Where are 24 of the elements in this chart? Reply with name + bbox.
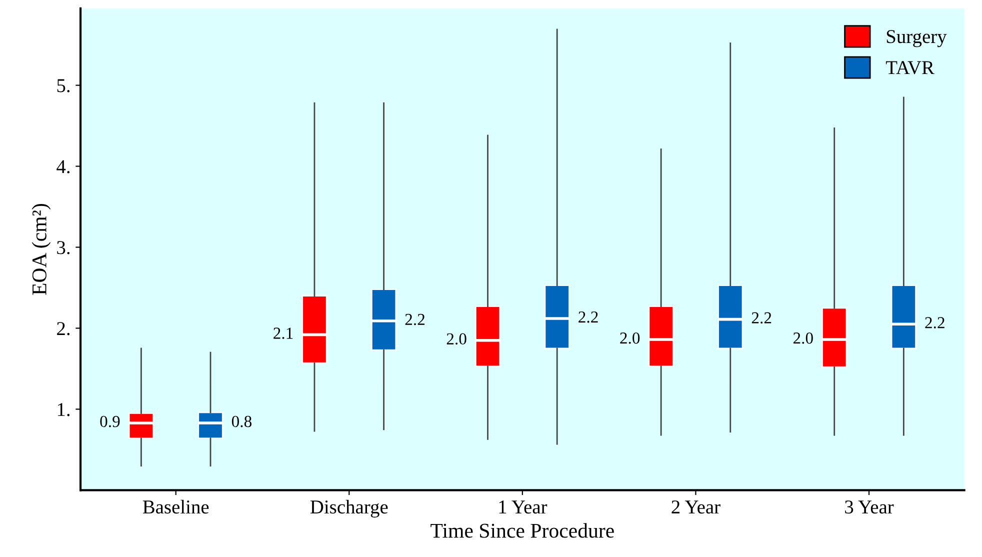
text: 0.8: [232, 416, 252, 428]
x-tick-label: 3 Year: [845, 500, 894, 514]
text: 2.1: [274, 328, 293, 339]
text: 2.2: [405, 314, 424, 326]
x-tick-label: 2 Year: [672, 500, 720, 514]
text: 0.9: [100, 416, 120, 428]
y-tick-label: 4.: [56, 160, 70, 174]
y-tick-label: 5.: [57, 79, 70, 92]
text: 2.0: [620, 332, 640, 344]
legend-label: TAVR: [886, 61, 934, 74]
y-tick-label: 3.: [57, 241, 70, 254]
text: 2.2: [925, 317, 944, 328]
y-axis-title: EOA (cm²): [32, 204, 51, 295]
y-tick-label: 2.: [57, 322, 70, 336]
x-tick-label: 1 Year: [499, 500, 548, 514]
text: 2.2: [752, 312, 772, 324]
x-tick-label: Discharge: [310, 500, 388, 518]
text: 2.2: [578, 311, 598, 323]
text: 2.0: [793, 332, 813, 344]
text: 2.0: [446, 333, 466, 345]
y-tick-label: 1.: [58, 403, 70, 416]
x-tick-label: Baseline: [142, 500, 209, 514]
legend-label: Surgery: [886, 30, 947, 48]
x-axis-title: Time Since Procedure: [430, 523, 614, 538]
